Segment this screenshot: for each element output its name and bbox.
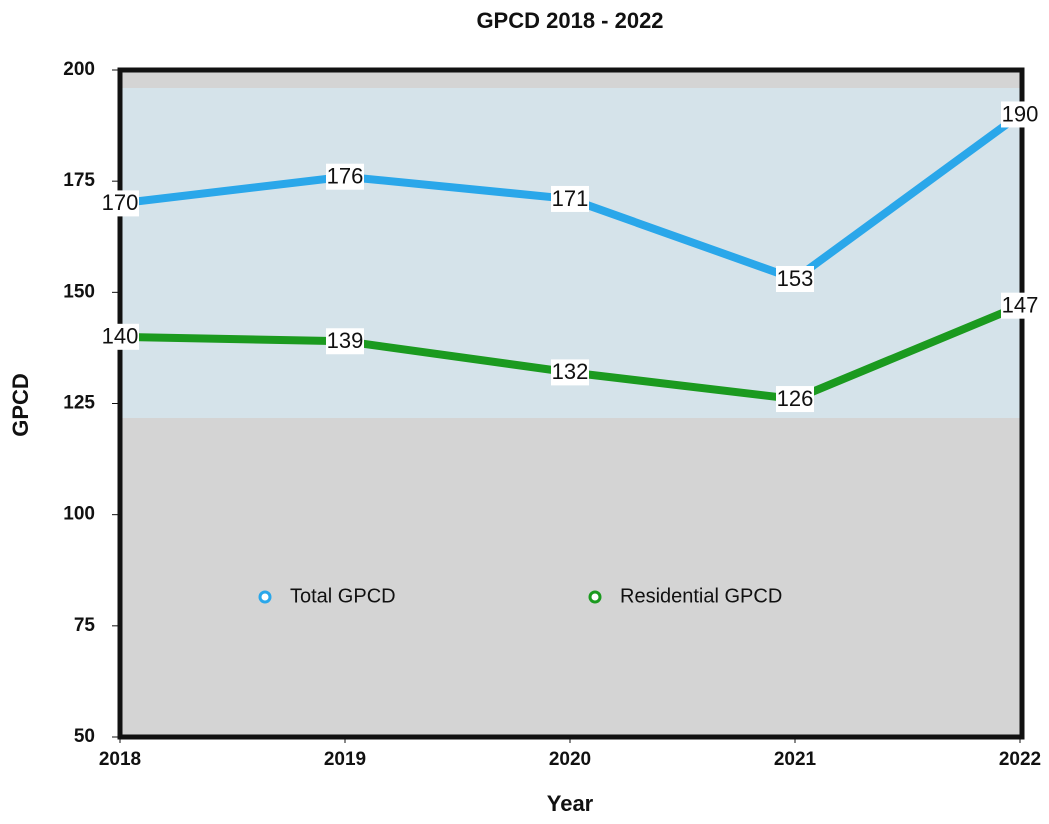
- label-box: [326, 163, 364, 190]
- y-tick-label: 150: [63, 281, 95, 302]
- data-label: 190: [1002, 101, 1039, 126]
- data-label: 126: [777, 386, 814, 411]
- y-tick-label: 175: [63, 170, 95, 191]
- x-tick-label: 2020: [549, 749, 591, 770]
- data-label: 171: [552, 186, 589, 211]
- x-tick-label: 2021: [774, 749, 817, 770]
- data-label: 170: [102, 190, 139, 215]
- label-box: [1001, 101, 1039, 128]
- data-label: 176: [327, 164, 364, 189]
- data-label: 132: [552, 359, 589, 384]
- y-tick-label: 50: [74, 726, 95, 747]
- label-box: [776, 386, 814, 413]
- label-box: [776, 265, 814, 292]
- data-label: 139: [327, 328, 364, 353]
- x-tick-label: 2022: [999, 749, 1041, 770]
- legend-label: Residential GPCD: [620, 585, 782, 607]
- x-axis-label: Year: [547, 791, 594, 816]
- label-box: [101, 323, 139, 350]
- data-label: 147: [1002, 292, 1039, 317]
- data-label: 153: [777, 266, 814, 291]
- label-box: [326, 328, 364, 355]
- y-tick-label: 200: [63, 59, 95, 80]
- legend-marker: [588, 590, 602, 604]
- y-tick-label: 75: [74, 615, 96, 636]
- label-box: [1001, 292, 1039, 319]
- legend-marker: [258, 590, 272, 604]
- marks: 170 176 171 153 190 140 139 132 126 147: [101, 69, 1039, 743]
- chart-title: GPCD 2018 - 2022: [476, 8, 663, 33]
- label-box: [551, 359, 589, 386]
- y-tick-label: 100: [63, 504, 95, 525]
- y-tick-label: 125: [63, 393, 95, 414]
- legend-label: Total GPCD: [290, 585, 396, 607]
- data-label: 140: [102, 324, 139, 349]
- x-tick-label: 2019: [324, 749, 366, 770]
- label-box: [101, 190, 139, 217]
- y-axis-label: GPCD: [8, 373, 33, 437]
- label-box: [551, 185, 589, 212]
- x-tick-label: 2018: [99, 749, 141, 770]
